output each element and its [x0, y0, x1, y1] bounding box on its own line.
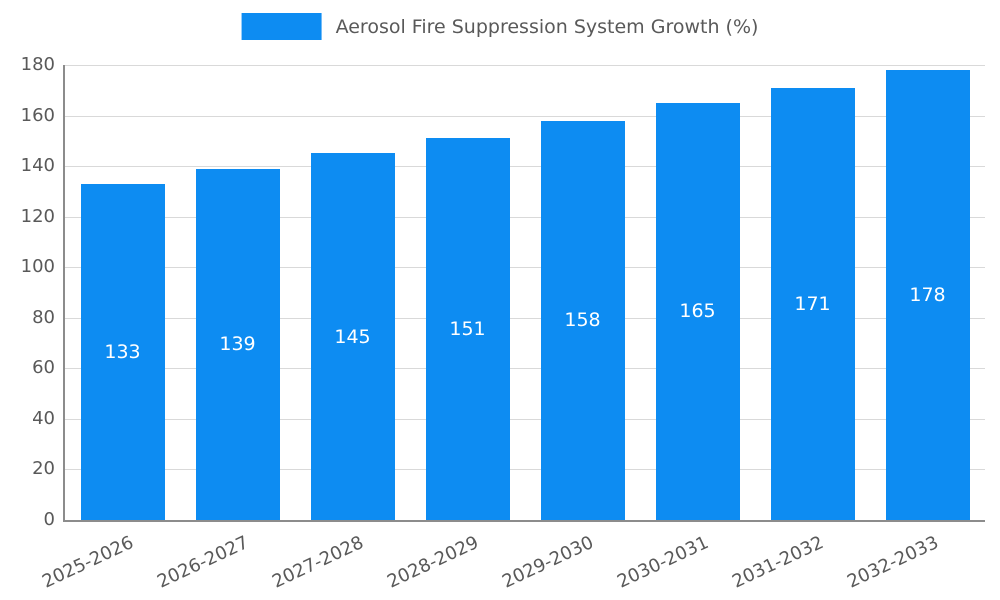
legend: Aerosol Fire Suppression System Growth (…	[241, 13, 759, 40]
bar	[80, 183, 165, 520]
bar-value-label: 151	[449, 318, 486, 341]
y-axis-tick-label: 160	[20, 104, 55, 126]
gridline	[65, 166, 985, 168]
bar	[425, 138, 510, 520]
bar	[195, 168, 280, 520]
gridline	[65, 469, 985, 471]
x-axis-tick-label: 2032-2033	[843, 532, 942, 593]
gridline	[65, 418, 985, 420]
gridline	[65, 317, 985, 319]
gridline	[65, 368, 985, 370]
y-axis-tick-label: 20	[32, 458, 55, 480]
bar	[310, 153, 395, 520]
bar	[655, 102, 740, 520]
x-axis-tick-label: 2029-2030	[498, 532, 597, 593]
bar-value-label: 158	[564, 309, 601, 332]
y-axis-tick-label: 140	[20, 155, 55, 177]
x-axis-tick-label: 2027-2028	[268, 532, 367, 593]
bar-value-label: 178	[909, 284, 946, 307]
bar	[770, 87, 855, 520]
y-axis-tick-label: 60	[32, 357, 55, 379]
bar	[540, 120, 625, 520]
gridline	[65, 267, 985, 269]
x-axis-tick-label: 2026-2027	[153, 532, 252, 593]
bar	[885, 70, 970, 520]
bar-value-label: 165	[679, 300, 716, 323]
plot-area: 0 20 40 60 80 100 120 140 160 180 133 2025-2026 139 2…	[21, 54, 985, 593]
y-axis-tick-label: 120	[20, 205, 55, 227]
legend-swatch	[241, 13, 322, 40]
y-axis-tick-label: 0	[43, 509, 55, 530]
y-axis-tick-label: 100	[20, 256, 55, 278]
bar-value-label: 139	[219, 333, 256, 356]
y-axis-tick-label: 80	[32, 306, 55, 328]
bar-value-label: 145	[334, 325, 371, 348]
y-axis-tick-label: 40	[32, 407, 55, 429]
y-axis-tick-label: 180	[20, 54, 55, 75]
x-axis-tick-label: 2030-2031	[613, 532, 712, 593]
bar-value-label: 171	[794, 292, 831, 315]
gridline	[65, 115, 985, 117]
x-axis-tick-label: 2028-2029	[383, 532, 482, 593]
bar-value-label: 133	[104, 340, 141, 363]
gridline	[65, 65, 985, 66]
gridline	[65, 216, 985, 218]
x-axis-tick-label: 2031-2032	[728, 532, 827, 593]
x-axis-tick-label: 2025-2026	[38, 532, 137, 593]
chart-title: Aerosol Fire Suppression System Growth (…	[335, 15, 759, 38]
